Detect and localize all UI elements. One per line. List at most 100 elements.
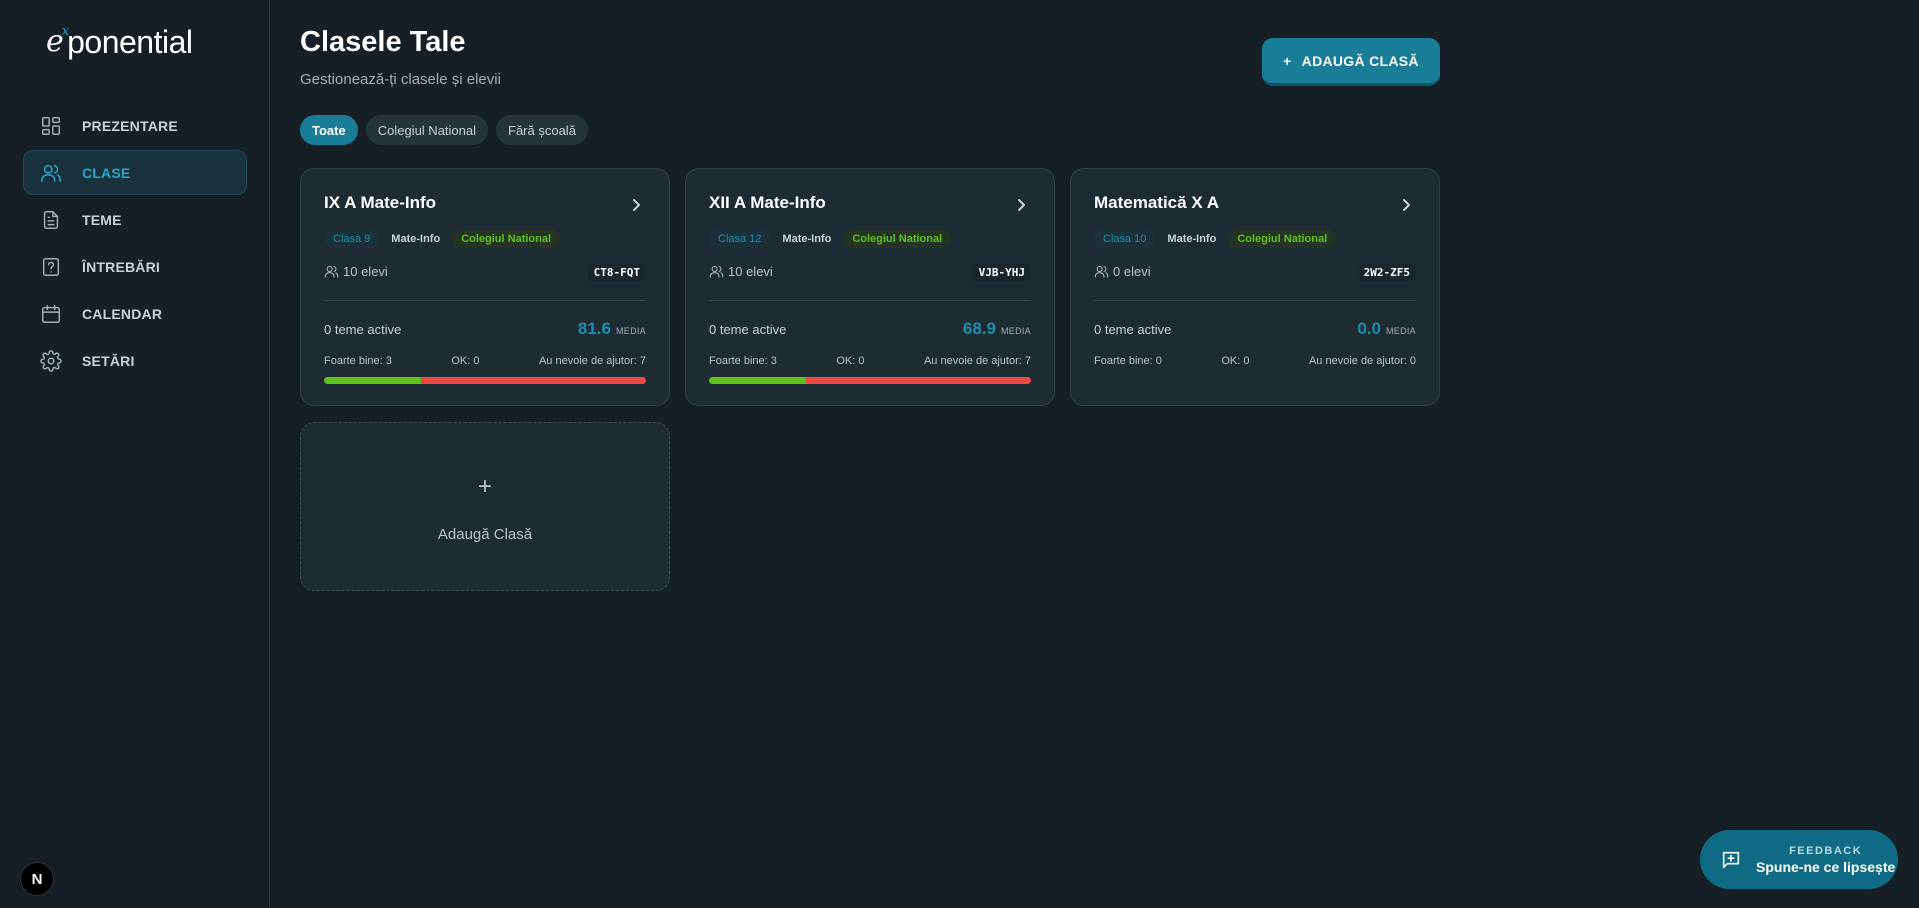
grade-tag: Clasa 10 xyxy=(1094,230,1156,248)
page-subtitle: Gestionează-ți clasele și elevii xyxy=(300,71,501,88)
feedback-button[interactable]: FEEDBACK Spune-ne ce lipsește xyxy=(1700,830,1898,889)
stat-ok: OK: 0 xyxy=(451,355,480,367)
divider xyxy=(324,300,646,301)
question-icon xyxy=(39,255,63,279)
profile-tag: Mate-Info xyxy=(782,233,832,245)
average-value: 81.6 xyxy=(577,319,611,338)
stat-good: Foarte bine: 3 xyxy=(709,355,777,367)
average-value: 68.9 xyxy=(962,319,996,338)
logo-x: x xyxy=(61,24,70,39)
class-code[interactable]: VJB-YHJ xyxy=(972,264,1031,281)
grade-tag: Clasa 9 xyxy=(324,230,380,248)
message-plus-icon xyxy=(1722,851,1740,868)
logo[interactable]: e x ponential xyxy=(46,22,193,62)
calendar-icon xyxy=(39,302,63,326)
student-count-label: 10 elevi xyxy=(728,264,773,279)
sidebar-item-calendar[interactable]: CALENDAR xyxy=(23,291,247,336)
stat-help: Au nevoie de ajutor: 0 xyxy=(1308,355,1416,367)
filter-chip-fara-scoala[interactable]: Fără școală xyxy=(496,115,588,145)
feedback-text: FEEDBACK Spune-ne ce lipsește xyxy=(1756,845,1895,875)
sidebar-item-prezentare[interactable]: PREZENTARE xyxy=(23,103,247,148)
nextjs-badge[interactable]: N xyxy=(20,862,54,896)
add-class-button[interactable]: + ADAUGĂ CLASĂ xyxy=(1262,38,1440,86)
users-icon xyxy=(709,266,724,278)
average: 81.6 MEDIA xyxy=(578,319,646,339)
chevron-right-icon[interactable] xyxy=(628,197,644,213)
document-icon xyxy=(39,208,63,232)
stat-help: Au nevoie de ajutor: 7 xyxy=(923,355,1031,367)
feedback-label: Spune-ne ce lipsește xyxy=(1756,858,1896,875)
stat-good: Foarte bine: 0 xyxy=(1094,355,1162,367)
class-card[interactable]: IX A Mate-Info Clasa 9 Mate-Info Colegiu… xyxy=(300,168,670,406)
average-label: MEDIA xyxy=(1000,326,1031,336)
class-tags: Clasa 12 Mate-Info Colegiul National xyxy=(709,230,952,248)
sidebar-item-label: SETĂRI xyxy=(82,352,135,369)
chevron-right-icon[interactable] xyxy=(1013,197,1029,213)
class-code[interactable]: 2W2-ZF5 xyxy=(1357,264,1416,281)
average-label: MEDIA xyxy=(615,326,646,336)
page-title: Clasele Tale xyxy=(300,26,466,58)
bar-segment-good xyxy=(709,377,806,384)
plus-icon: + xyxy=(477,473,492,500)
sidebar-item-label: ÎNTREBĂRI xyxy=(82,258,161,275)
student-count-label: 10 elevi xyxy=(343,264,388,279)
class-card[interactable]: Matematică X A Clasa 10 Mate-Info Colegi… xyxy=(1070,168,1440,406)
divider xyxy=(709,300,1031,301)
active-homework: 0 teme active xyxy=(1094,322,1172,337)
performance-stats: Foarte bine: 3 OK: 0 Au nevoie de ajutor… xyxy=(324,355,646,367)
add-class-card-label: Adaugă Clasă xyxy=(437,526,533,543)
users-icon xyxy=(39,161,63,185)
add-class-card[interactable]: + Adaugă Clasă xyxy=(300,422,670,591)
class-card[interactable]: XII A Mate-Info Clasa 12 Mate-Info Coleg… xyxy=(685,168,1055,406)
sidebar: e x ponential PREZENTARE CLASE TEME ÎNTREB… xyxy=(0,0,270,908)
average: 0.0 MEDIA xyxy=(1357,319,1416,339)
class-title: XII A Mate-Info xyxy=(709,193,826,212)
school-tag: Colegiul National xyxy=(1228,230,1337,248)
plus-icon: + xyxy=(1283,52,1292,69)
bar-segment-help xyxy=(420,377,646,384)
performance-bar xyxy=(324,377,646,384)
users-icon xyxy=(324,266,339,278)
add-class-button-label: ADAUGĂ CLASĂ xyxy=(1301,52,1419,69)
school-tag: Colegiul National xyxy=(843,230,952,248)
grade-tag: Clasa 12 xyxy=(709,230,771,248)
average: 68.9 MEDIA xyxy=(963,319,1031,339)
bar-segment-good xyxy=(324,377,421,384)
divider xyxy=(1094,300,1416,301)
performance-stats: Foarte bine: 0 OK: 0 Au nevoie de ajutor… xyxy=(1094,355,1416,367)
sidebar-item-intrebari[interactable]: ÎNTREBĂRI xyxy=(23,244,247,289)
performance-stats: Foarte bine: 3 OK: 0 Au nevoie de ajutor… xyxy=(709,355,1031,367)
stat-ok: OK: 0 xyxy=(836,355,865,367)
profile-tag: Mate-Info xyxy=(391,233,441,245)
active-homework: 0 teme active xyxy=(709,322,787,337)
filter-chips: Toate Colegiul National Fără școală xyxy=(300,115,588,145)
sidebar-item-clase[interactable]: CLASE xyxy=(23,150,247,195)
class-code[interactable]: CT8-FQT xyxy=(587,264,646,281)
users-icon xyxy=(1094,266,1109,278)
sidebar-item-label: CALENDAR xyxy=(82,305,163,322)
chevron-right-icon[interactable] xyxy=(1398,197,1414,213)
active-homework: 0 teme active xyxy=(324,322,402,337)
student-count: 0 elevi xyxy=(1094,264,1151,279)
bar-segment-help xyxy=(805,377,1031,384)
filter-chip-colegiul-national[interactable]: Colegiul National xyxy=(365,115,488,145)
stat-good: Foarte bine: 3 xyxy=(324,355,392,367)
class-title: IX A Mate-Info xyxy=(324,193,437,212)
filter-chip-all[interactable]: Toate xyxy=(300,115,358,145)
student-count-label: 0 elevi xyxy=(1113,264,1151,279)
feedback-kicker: FEEDBACK xyxy=(1789,844,1863,857)
sidebar-item-setari[interactable]: SETĂRI xyxy=(23,338,247,383)
profile-tag: Mate-Info xyxy=(1167,233,1217,245)
class-tags: Clasa 9 Mate-Info Colegiul National xyxy=(324,230,561,248)
class-title: Matematică X A xyxy=(1094,193,1220,212)
class-tags: Clasa 10 Mate-Info Colegiul National xyxy=(1094,230,1337,248)
logo-text: ponential xyxy=(67,24,193,60)
stat-ok: OK: 0 xyxy=(1221,355,1250,367)
sidebar-item-label: CLASE xyxy=(82,164,131,181)
student-count: 10 elevi xyxy=(324,264,388,279)
school-tag: Colegiul National xyxy=(452,230,561,248)
gear-icon xyxy=(39,349,63,373)
student-count: 10 elevi xyxy=(709,264,773,279)
sidebar-item-teme[interactable]: TEME xyxy=(23,197,247,242)
dashboard-icon xyxy=(39,114,63,138)
